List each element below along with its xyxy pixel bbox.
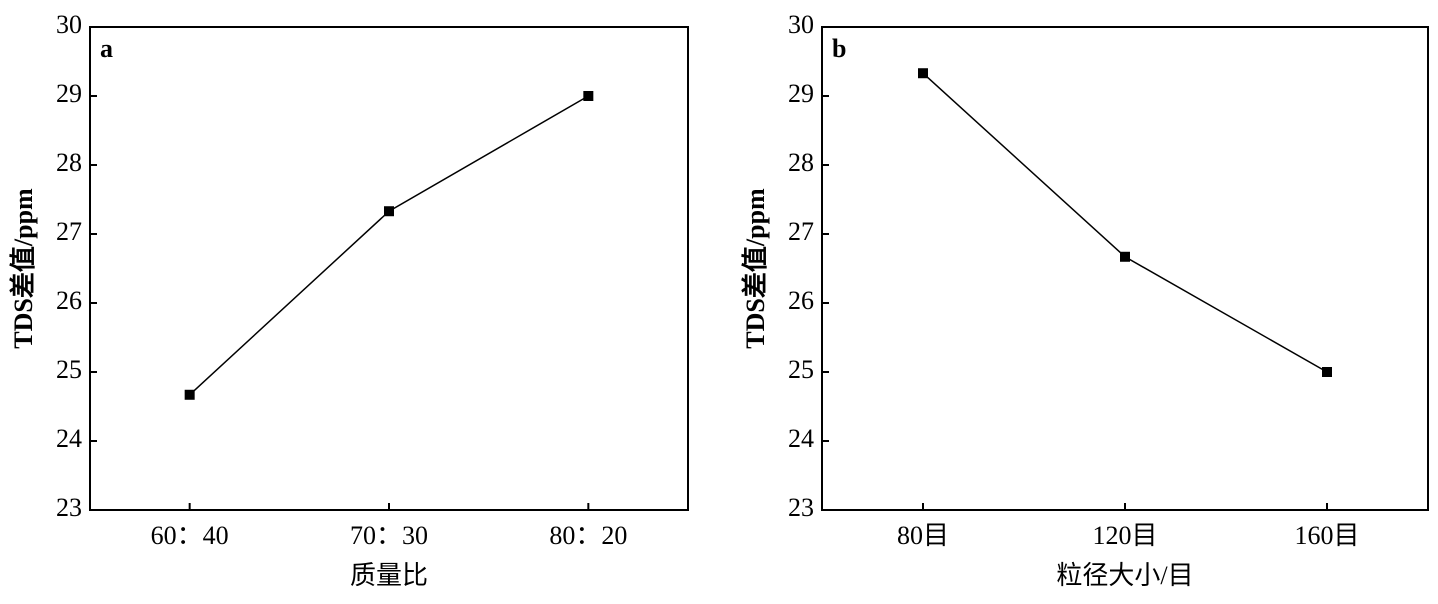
x-tick-label: 80：20	[549, 521, 627, 550]
marker	[1322, 367, 1332, 377]
x-tick-label: 60：40	[151, 521, 229, 550]
y-tick-label: 27	[788, 217, 814, 246]
y-tick-label: 23	[788, 493, 814, 522]
y-axis-title: TDS差值/ppm	[8, 188, 38, 349]
y-tick-label: 24	[788, 424, 814, 453]
x-axis-title: 质量比	[350, 561, 428, 590]
y-tick-label: 27	[56, 217, 82, 246]
y-tick-label: 26	[788, 286, 814, 315]
panel-label: b	[832, 34, 846, 63]
y-tick-label: 23	[56, 493, 82, 522]
marker	[184, 389, 195, 400]
marker	[918, 68, 928, 79]
y-tick-label: 29	[788, 79, 814, 108]
y-tick-label: 28	[56, 148, 82, 177]
series-line	[922, 72, 1328, 373]
plot-frame	[89, 26, 689, 511]
y-tick-label: 26	[56, 286, 82, 315]
x-tick-label: 70：30	[350, 521, 428, 550]
y-tick-label: 25	[56, 355, 82, 384]
x-tick-label: 120目	[1092, 521, 1157, 550]
marker	[583, 91, 594, 101]
x-tick-label: 160目	[1294, 521, 1359, 550]
y-tick-label: 25	[788, 355, 814, 384]
y-tick-label: 29	[56, 79, 82, 108]
y-tick-label: 30	[56, 10, 82, 39]
y-tick-label: 30	[788, 10, 814, 39]
x-tick-label: 80目	[897, 521, 949, 550]
x-axis-title: 粒径大小/目	[1056, 561, 1193, 590]
panel-label: a	[100, 34, 113, 63]
series-line	[189, 95, 589, 396]
y-tick-label: 28	[788, 148, 814, 177]
marker	[1120, 251, 1130, 262]
plot-frame	[821, 26, 1429, 511]
y-tick-label: 24	[56, 424, 82, 453]
marker	[384, 206, 394, 217]
y-axis-title: TDS差值/ppm	[740, 188, 770, 349]
